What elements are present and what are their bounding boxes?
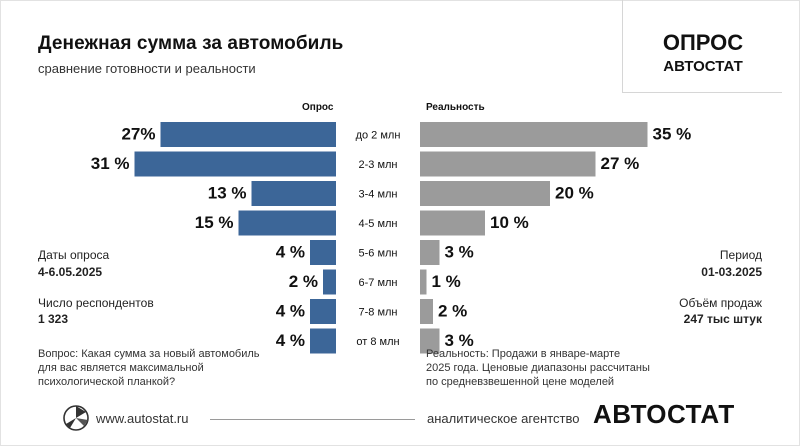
reality-bar <box>420 240 440 265</box>
respondents-label: Число респондентов <box>38 296 154 310</box>
category-label: от 8 млн <box>356 336 399 348</box>
autostat-logo-icon <box>63 405 89 431</box>
survey-value-label: 4 % <box>276 243 305 262</box>
survey-bar <box>251 181 336 206</box>
brand-title: ОПРОС <box>662 30 744 55</box>
reality-note: Реальность: Продажи в январе-марте 2025 … <box>426 347 650 389</box>
survey-value-label: 2 % <box>289 272 318 291</box>
survey-question-note: Вопрос: Какая сумма за новый автомобиль … <box>38 347 260 389</box>
category-label: 6-7 млн <box>358 277 397 289</box>
category-label: до 2 млн <box>356 130 401 142</box>
survey-value-label: 4 % <box>276 331 305 350</box>
reality-value-label: 20 % <box>555 184 594 203</box>
sales-value: 247 тыс штук <box>683 312 762 326</box>
series-header-survey: Опрос <box>302 102 334 113</box>
survey-value-label: 31 % <box>91 154 130 173</box>
note-line: Вопрос: Какая сумма за новый автомобиль <box>38 348 260 360</box>
series-header-reality: Реальность <box>426 102 485 113</box>
reality-value-label: 3 % <box>445 331 474 350</box>
period-value: 01-03.2025 <box>701 265 762 279</box>
respondents-value: 1 323 <box>38 312 69 326</box>
survey-bar <box>160 122 336 147</box>
reality-bar <box>420 122 648 147</box>
brand-subtitle: АВТОСТАТ <box>663 58 743 75</box>
reality-value-label: 3 % <box>445 243 474 262</box>
footer-url-link[interactable]: www.autostat.ru <box>96 411 189 426</box>
reality-bar <box>420 328 440 354</box>
category-label: 7-8 млн <box>358 307 397 319</box>
survey-bar <box>310 299 336 324</box>
survey-bar <box>310 328 336 354</box>
note-line: для вас является максимальной <box>38 362 204 374</box>
reality-bar <box>420 269 427 295</box>
reality-value-label: 35 % <box>653 125 692 144</box>
footer-divider <box>210 419 415 420</box>
survey-value-label: 27% <box>121 125 155 144</box>
reality-bar <box>420 210 485 236</box>
survey-bar <box>134 151 336 177</box>
note-line: по средневзвешенной цене моделей <box>426 376 615 388</box>
reality-bar <box>420 299 433 324</box>
survey-bar <box>310 240 336 265</box>
category-label: 3-4 млн <box>358 189 397 201</box>
category-label: 2-3 млн <box>358 159 397 171</box>
note-line: Реальность: Продажи в январе-марте <box>426 348 621 360</box>
reality-value-label: 2 % <box>438 302 467 321</box>
category-label: 5-6 млн <box>358 248 397 260</box>
survey-value-label: 13 % <box>208 184 247 203</box>
note-line: 2025 года. Ценовые диапазоны рассчитаны <box>426 362 650 374</box>
reality-value-label: 10 % <box>490 213 529 232</box>
survey-bar <box>238 210 336 236</box>
reality-bar <box>420 181 550 206</box>
chart-title: Денежная сумма за автомобиль <box>38 33 344 54</box>
footer-logo: АВТОСТАТ <box>593 399 735 429</box>
chart-subtitle: сравнение готовности и реальности <box>38 61 256 76</box>
footer-agency-text: аналитическое агентство <box>427 411 580 426</box>
survey-value-label: 15 % <box>195 213 234 232</box>
reality-value-label: 1 % <box>432 272 461 291</box>
survey-value-label: 4 % <box>276 302 305 321</box>
brand-box: ОПРОС АВТОСТАТ <box>622 0 782 93</box>
category-label: 4-5 млн <box>358 218 397 230</box>
reality-bar <box>420 151 596 177</box>
survey-dates-value: 4-6.05.2025 <box>38 265 103 279</box>
survey-dates-label: Даты опроса <box>38 248 110 262</box>
survey-bar <box>323 269 336 295</box>
period-label: Период <box>719 248 762 262</box>
note-line: психологической планкой? <box>38 376 176 388</box>
reality-value-label: 27 % <box>601 154 640 173</box>
sales-label: Объём продаж <box>679 296 762 310</box>
